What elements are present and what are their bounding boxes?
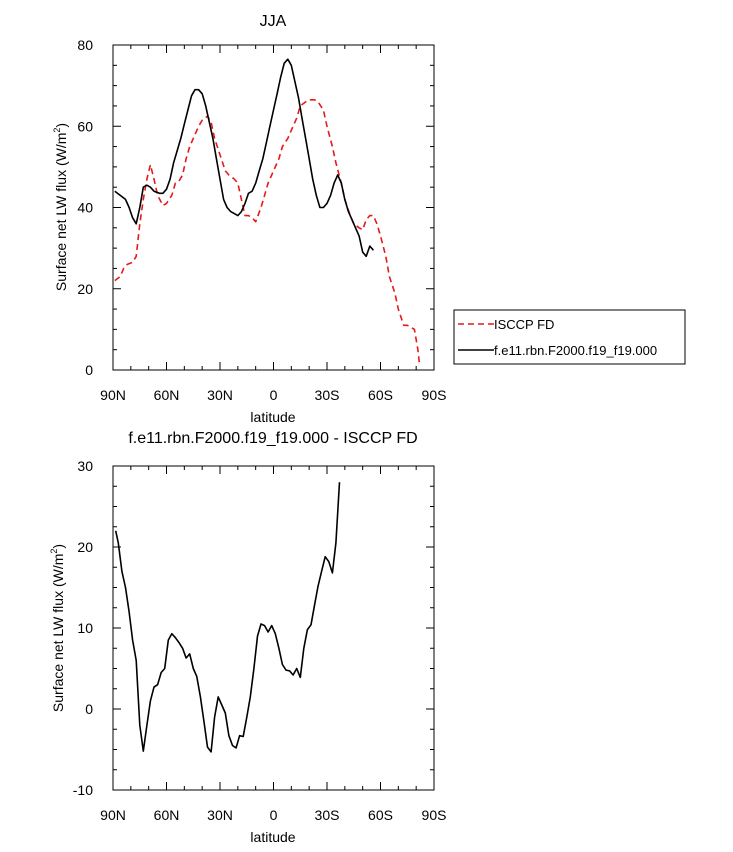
bottom-chart-ytick-label: 10: [77, 620, 93, 636]
bottom-chart-lines: [114, 482, 341, 753]
bottom-chart-xlabel: latitude: [250, 829, 295, 845]
top-chart-ylabel-sup: 2: [52, 128, 62, 133]
bottom-chart-ticks: 90N 60N 30N 0 30S 60S 90S -10 0 10 20 30: [73, 458, 447, 823]
top-chart-xtick-label: 60S: [368, 387, 393, 403]
bottom-chart-xtick-label: 90S: [422, 807, 447, 823]
top-chart-ylabel-main: Surface net LW flux (W/m: [53, 133, 69, 291]
top-chart-ylabel-end: ): [53, 123, 69, 128]
top-chart-lines: [114, 58, 421, 366]
bottom-chart-xtick-label: 0: [270, 807, 278, 823]
bottom-chart-ytick-label: 20: [77, 539, 93, 555]
top-chart: JJA 90N 60N 30N 0 30S 60S 90S 0 20 40 60 80 latitud…: [52, 13, 446, 425]
bottom-chart-ylabel: Surface net LW flux (W/m2): [49, 544, 66, 712]
top-chart-xtick-label: 30N: [207, 387, 233, 403]
top-chart-ytick-label: 60: [77, 118, 93, 134]
bottom-chart-xtick-label: 30S: [315, 807, 340, 823]
bottom-chart-xtick-label: 60N: [154, 807, 180, 823]
top-chart-series-1-line: [114, 58, 375, 258]
bottom-chart-ytick-label: 30: [77, 458, 93, 474]
top-chart-ytick-label: 80: [77, 37, 93, 53]
bottom-chart-xtick-label: 30N: [207, 807, 233, 823]
legend-label-model: f.e11.rbn.F2000.f19_f19.000: [494, 343, 657, 358]
top-chart-ytick-label: 40: [77, 200, 93, 216]
legend-label-isccp: ISCCP FD: [494, 317, 554, 332]
top-chart-title: JJA: [260, 13, 287, 30]
legend: ISCCP FD f.e11.rbn.F2000.f19_f19.000: [453, 309, 686, 365]
top-chart-ytick-label: 0: [85, 362, 93, 378]
top-chart-xtick-label: 60N: [154, 387, 180, 403]
bottom-chart-xtick-label: 60S: [368, 807, 393, 823]
top-chart-xtick-label: 90S: [422, 387, 447, 403]
top-chart-ylabel: Surface net LW flux (W/m2): [52, 123, 69, 291]
legend-box: [453, 309, 686, 365]
bottom-chart-title: f.e11.rbn.F2000.f19_f19.000 - ISCCP FD: [128, 430, 417, 447]
top-chart-series-0-line: [114, 99, 421, 366]
bottom-chart-xtick-label: 90N: [100, 807, 126, 823]
bottom-chart-series-0-line: [114, 482, 341, 753]
bottom-chart-ylabel-sup: 2: [49, 549, 59, 554]
bottom-chart: f.e11.rbn.F2000.f19_f19.000 - ISCCP FD 9…: [49, 430, 446, 845]
top-chart-xtick-label: 90N: [100, 387, 126, 403]
bottom-chart-ylabel-end: ): [50, 544, 66, 549]
bottom-chart-ytick-label: -10: [73, 782, 93, 798]
top-chart-xtick-label: 0: [270, 387, 278, 403]
top-chart-frame: [112, 44, 435, 371]
bottom-chart-ytick-label: 0: [85, 701, 93, 717]
top-chart-ticks: 90N 60N 30N 0 30S 60S 90S 0 20 40 60 80: [77, 37, 446, 403]
top-chart-xtick-label: 30S: [315, 387, 340, 403]
bottom-chart-ylabel-main: Surface net LW flux (W/m: [50, 554, 66, 712]
top-chart-xlabel: latitude: [250, 409, 295, 425]
top-chart-ytick-label: 20: [77, 281, 93, 297]
